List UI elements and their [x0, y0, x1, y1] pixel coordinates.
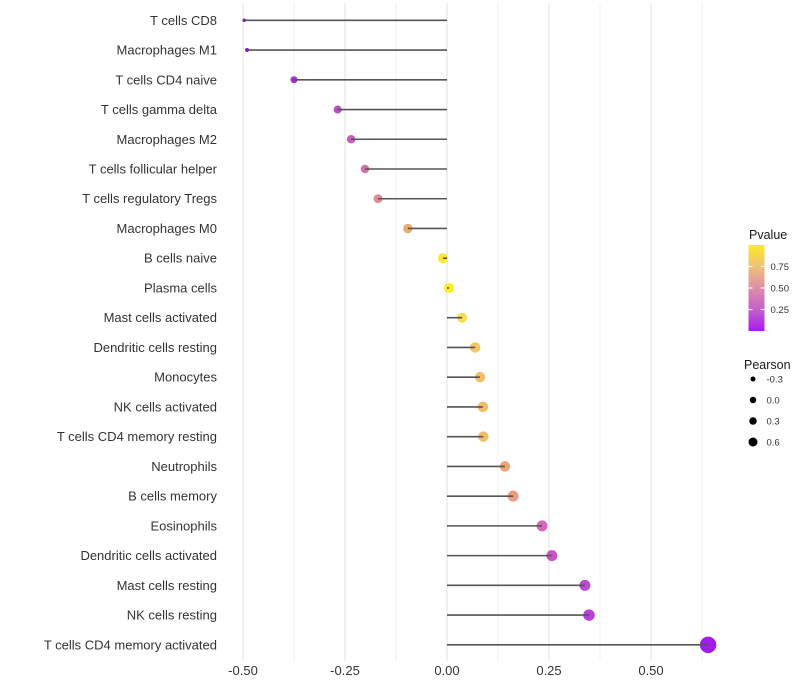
y-axis-label: T cells CD4 memory activated — [44, 637, 217, 652]
pearson-size-legend: -0.3 0.0 0.3 0.6 — [748, 375, 783, 449]
y-axis-label: Neutrophils — [151, 459, 217, 474]
pearson-legend-dot — [749, 396, 757, 404]
y-axis-label: B cells naive — [144, 251, 217, 266]
y-axis-label: NK cells resting — [127, 608, 217, 623]
pearson-legend-title: Pearson — [744, 358, 791, 372]
y-axis-label: Eosinophils — [151, 518, 218, 533]
y-axis-label: Dendritic cells resting — [93, 340, 217, 355]
y-axis-labels: T cells CD8 Macrophages M1 T cells CD4 nai… — [44, 13, 218, 653]
x-axis-tick-labels: -0.50 -0.25 0.00 0.25 0.50 — [228, 663, 663, 678]
y-axis-label: Macrophages M1 — [117, 43, 217, 58]
y-axis-label: Dendritic cells activated — [80, 548, 217, 563]
x-axis-tick-label: 0.50 — [638, 663, 663, 678]
colorbar-tick-label: 0.75 — [771, 262, 790, 273]
lollipop-dots — [242, 18, 717, 654]
legend: Pvalue 0.75 0.50 0.25 Pearson -0.3 0.0 0.3 0.… — [744, 228, 791, 449]
pearson-legend-label: -0.3 — [767, 375, 783, 386]
y-axis-label: Mast cells resting — [117, 578, 217, 593]
y-axis-label: Macrophages M0 — [117, 221, 217, 236]
pearson-legend-dot — [749, 417, 757, 425]
y-axis-label: T cells CD4 naive — [115, 72, 217, 87]
y-axis-label: Mast cells activated — [104, 310, 217, 325]
y-axis-label: B cells memory — [128, 489, 217, 504]
x-axis-tick-label: -0.25 — [330, 663, 360, 678]
y-axis-label: T cells follicular helper — [89, 162, 218, 177]
minor-gridlines — [293, 3, 703, 661]
y-axis-label: T cells gamma delta — [101, 102, 218, 117]
y-axis-label: T cells regulatory Tregs — [82, 191, 217, 206]
lollipop-stems — [244, 19, 709, 646]
pvalue-legend-title: Pvalue — [749, 228, 787, 242]
y-axis-label: Monocytes — [154, 370, 217, 385]
y-axis-label: Macrophages M2 — [117, 132, 217, 147]
pvalue-colorbar-ticks: 0.75 0.50 0.25 — [748, 262, 790, 316]
y-axis-label: T cells CD8 — [150, 13, 217, 28]
y-axis-label: NK cells activated — [114, 399, 217, 414]
major-gridlines — [242, 3, 652, 661]
x-axis-tick-label: 0.25 — [536, 663, 561, 678]
colorbar-tick-label: 0.50 — [771, 284, 790, 295]
y-axis-label: Plasma cells — [144, 280, 217, 295]
x-axis-tick-label: 0.00 — [434, 663, 459, 678]
pearson-legend-dot — [750, 376, 756, 382]
pearson-legend-dot — [748, 437, 758, 447]
pearson-legend-label: 0.3 — [767, 417, 780, 428]
pearson-legend-label: 0.0 — [767, 396, 780, 407]
x-axis-tick-label: -0.50 — [228, 663, 258, 678]
pearson-legend-label: 0.6 — [767, 438, 780, 449]
y-axis-label: T cells CD4 memory resting — [57, 429, 217, 444]
colorbar-tick-label: 0.25 — [771, 305, 790, 316]
